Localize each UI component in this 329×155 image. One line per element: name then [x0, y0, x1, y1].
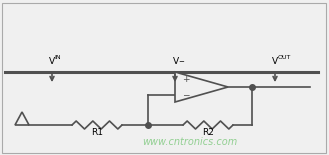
Text: V: V: [272, 57, 278, 66]
Text: IN: IN: [55, 55, 61, 60]
Polygon shape: [175, 72, 228, 102]
Text: R2: R2: [202, 128, 214, 137]
Text: www.cntronics.com: www.cntronics.com: [142, 137, 238, 147]
Text: −: −: [179, 59, 184, 65]
Text: V: V: [173, 57, 179, 66]
Text: +: +: [182, 75, 190, 84]
Text: V: V: [49, 57, 55, 66]
Text: OUT: OUT: [278, 55, 291, 60]
Text: −: −: [182, 91, 190, 100]
Text: R1: R1: [91, 128, 103, 137]
